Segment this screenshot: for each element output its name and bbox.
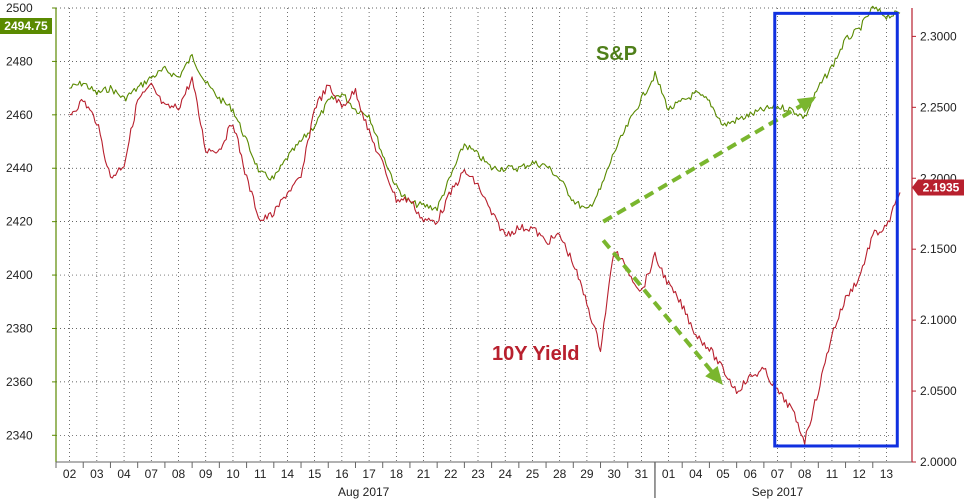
- x-tick-label: 09: [199, 467, 213, 481]
- month-label: Sep 2017: [752, 485, 804, 499]
- x-tick-label: 16: [335, 467, 349, 481]
- yield-label: 10Y Yield: [492, 343, 579, 365]
- x-tick-label: 11: [254, 467, 267, 481]
- x-tick-label: 10: [226, 467, 240, 481]
- right-tick-label: 2.0500: [920, 384, 957, 398]
- x-tick-label: 03: [90, 467, 104, 481]
- x-tick-label: 29: [580, 467, 594, 481]
- right-tick-label: 2.3000: [920, 29, 957, 43]
- trend-arrow-line: [602, 97, 814, 224]
- yield-last-value: 2.1935: [923, 180, 960, 194]
- annotations-layer: S&P 10Y Yield: [492, 11, 899, 448]
- x-tick-label: 15: [308, 467, 322, 481]
- series-line-yield: [69, 76, 901, 445]
- left-tick-label: 2500: [6, 1, 33, 15]
- highlight-box: [773, 11, 899, 448]
- month-label: Aug 2017: [338, 485, 390, 499]
- x-tick-label: 25: [526, 467, 540, 481]
- x-tick-label: 21: [417, 467, 431, 481]
- x-tick-label: 02: [63, 467, 77, 481]
- x-tick-label: 13: [880, 467, 894, 481]
- left-tick-label: 2360: [6, 375, 33, 389]
- x-tick-label: 22: [444, 467, 458, 481]
- sp-label: S&P: [596, 43, 637, 65]
- x-tick-label: 08: [798, 467, 812, 481]
- x-tick-label: 07: [145, 467, 159, 481]
- x-tick-label: 11: [826, 467, 839, 481]
- trend-arrow-line: [601, 239, 722, 384]
- left-tick-label: 2340: [6, 428, 33, 442]
- left-tick-label: 2440: [6, 161, 33, 175]
- sp-last-value: 2494.75: [4, 19, 48, 33]
- left-tick-label: 2460: [6, 108, 33, 122]
- yield-last-value-badge: [912, 179, 964, 196]
- x-tick-label: 08: [172, 467, 186, 481]
- x-tick-label: 14: [281, 467, 295, 481]
- left-tick-label: 2420: [6, 215, 33, 229]
- axes: [52, 7, 916, 498]
- x-tick-label: 24: [499, 467, 513, 481]
- left-tick-label: 2380: [6, 321, 33, 335]
- series-line-sp: [69, 5, 901, 212]
- x-tick-label: 04: [117, 467, 131, 481]
- right-tick-label: 2.1500: [920, 242, 957, 256]
- left-tick-label: 2480: [6, 54, 33, 68]
- right-tick-label: 2.1000: [920, 313, 957, 327]
- trend-arrow-head: [705, 366, 723, 385]
- sp-last-value-badge: [0, 18, 52, 34]
- left-tick-label: 2400: [6, 268, 33, 282]
- right-tick-label: 2.2500: [920, 100, 957, 114]
- x-tick-label: 30: [607, 467, 621, 481]
- x-tick-label: 04: [689, 467, 703, 481]
- x-tick-label: 12: [852, 467, 866, 481]
- grid: [56, 7, 900, 462]
- x-tick-label: 18: [390, 467, 404, 481]
- x-tick-label: 31: [635, 467, 649, 481]
- x-tick-label: 07: [771, 467, 785, 481]
- x-tick-label: 05: [716, 467, 730, 481]
- x-tick-label: 17: [362, 467, 376, 481]
- right-tick-label: 2.0000: [920, 455, 957, 469]
- x-tick-label: 23: [471, 467, 485, 481]
- x-tick-label: 28: [553, 467, 567, 481]
- trend-arrow-head: [796, 96, 817, 113]
- series-layer: [69, 5, 901, 445]
- x-tick-label: 06: [744, 467, 758, 481]
- x-tick-label: 01: [662, 467, 676, 481]
